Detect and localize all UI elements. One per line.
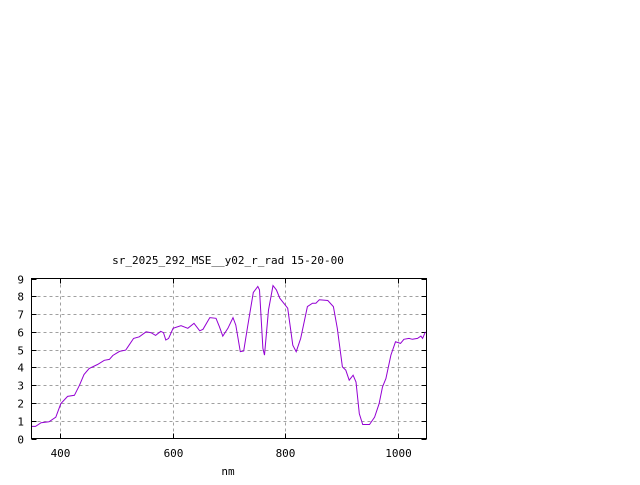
x-tick-label: 1000 — [385, 447, 412, 460]
y-tick-label: 7 — [17, 309, 24, 322]
x-tick-label: 800 — [276, 447, 296, 460]
y-tick-label: 4 — [17, 362, 24, 375]
x-axis-label: nm — [221, 465, 235, 478]
y-tick-label: 9 — [17, 274, 24, 287]
y-tick-label: 8 — [17, 291, 24, 304]
y-tick-label: 0 — [17, 434, 24, 447]
y-tick-label: 1 — [17, 416, 24, 429]
y-tick-label: 3 — [17, 380, 24, 393]
grid — [31, 278, 427, 439]
plot-frame — [31, 278, 427, 439]
y-tick-label: 5 — [17, 345, 24, 358]
x-tick-label: 400 — [51, 447, 71, 460]
x-tick-label: 600 — [164, 447, 184, 460]
chart-title: sr_2025_292_MSE__y02_r_rad 15-20-00 — [112, 254, 344, 267]
ticks: 0 1 2 3 4 5 6 7 8 9 400 600 800 1000 — [17, 274, 427, 460]
y-tick-label: 2 — [17, 398, 24, 411]
series-line — [31, 284, 426, 427]
y-tick-label: 6 — [17, 327, 24, 340]
